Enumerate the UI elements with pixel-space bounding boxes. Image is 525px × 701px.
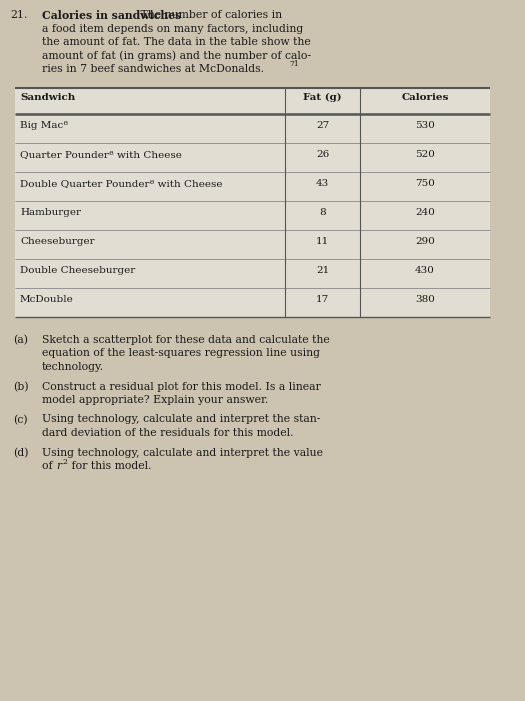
Text: equation of the least-squares regression line using: equation of the least-squares regression… [42, 348, 320, 358]
Text: for this model.: for this model. [68, 461, 152, 471]
Text: (a): (a) [13, 335, 28, 346]
Text: 8: 8 [319, 208, 326, 217]
Text: 530: 530 [415, 121, 435, 130]
Text: Hamburger: Hamburger [20, 208, 81, 217]
Text: Sketch a scatterplot for these data and calculate the: Sketch a scatterplot for these data and … [42, 335, 330, 345]
Text: technology.: technology. [42, 362, 104, 372]
Text: 43: 43 [316, 179, 329, 188]
Text: Fat (g): Fat (g) [303, 93, 342, 102]
Text: Calories in sandwiches: Calories in sandwiches [42, 10, 181, 21]
Text: r: r [56, 461, 61, 471]
Text: 750: 750 [415, 179, 435, 188]
Text: model appropriate? Explain your answer.: model appropriate? Explain your answer. [42, 395, 268, 405]
Text: Sandwich: Sandwich [20, 93, 75, 102]
Text: Quarter Pounderª with Cheese: Quarter Pounderª with Cheese [20, 150, 182, 159]
Text: Double Quarter Pounderª with Cheese: Double Quarter Pounderª with Cheese [20, 179, 223, 188]
Text: (b): (b) [13, 381, 29, 392]
Text: amount of fat (in grams) and the number of calo-: amount of fat (in grams) and the number … [42, 50, 311, 61]
Text: McDouble: McDouble [20, 295, 74, 304]
Text: the amount of fat. The data in the table show the: the amount of fat. The data in the table… [42, 37, 311, 47]
Text: 27: 27 [316, 121, 329, 130]
Text: 520: 520 [415, 150, 435, 159]
Text: a food item depends on many factors, including: a food item depends on many factors, inc… [42, 24, 303, 34]
Text: The number of calories in: The number of calories in [137, 10, 282, 20]
Text: Big Macª: Big Macª [20, 121, 68, 130]
Text: ries in 7 beef sandwiches at McDonalds.: ries in 7 beef sandwiches at McDonalds. [42, 64, 264, 74]
Text: 2: 2 [62, 458, 67, 465]
Text: 21: 21 [316, 266, 329, 275]
Text: 430: 430 [415, 266, 435, 275]
Text: (d): (d) [13, 447, 28, 458]
Text: (c): (c) [13, 414, 28, 425]
Text: of: of [42, 461, 56, 471]
Text: 290: 290 [415, 237, 435, 246]
Text: Cheeseburger: Cheeseburger [20, 237, 94, 246]
Text: Using technology, calculate and interpret the stan-: Using technology, calculate and interpre… [42, 414, 320, 425]
Text: Using technology, calculate and interpret the value: Using technology, calculate and interpre… [42, 447, 323, 458]
Text: 21.: 21. [10, 10, 27, 20]
Text: Calories: Calories [401, 93, 449, 102]
Text: dard deviation of the residuals for this model.: dard deviation of the residuals for this… [42, 428, 293, 438]
Text: 26: 26 [316, 150, 329, 159]
Text: 11: 11 [316, 237, 329, 246]
Text: 380: 380 [415, 295, 435, 304]
Text: 240: 240 [415, 208, 435, 217]
Text: 17: 17 [316, 295, 329, 304]
Text: 71: 71 [289, 60, 299, 68]
Text: Double Cheeseburger: Double Cheeseburger [20, 266, 135, 275]
Text: Construct a residual plot for this model. Is a linear: Construct a residual plot for this model… [42, 381, 321, 391]
Bar [15, 88, 490, 317]
